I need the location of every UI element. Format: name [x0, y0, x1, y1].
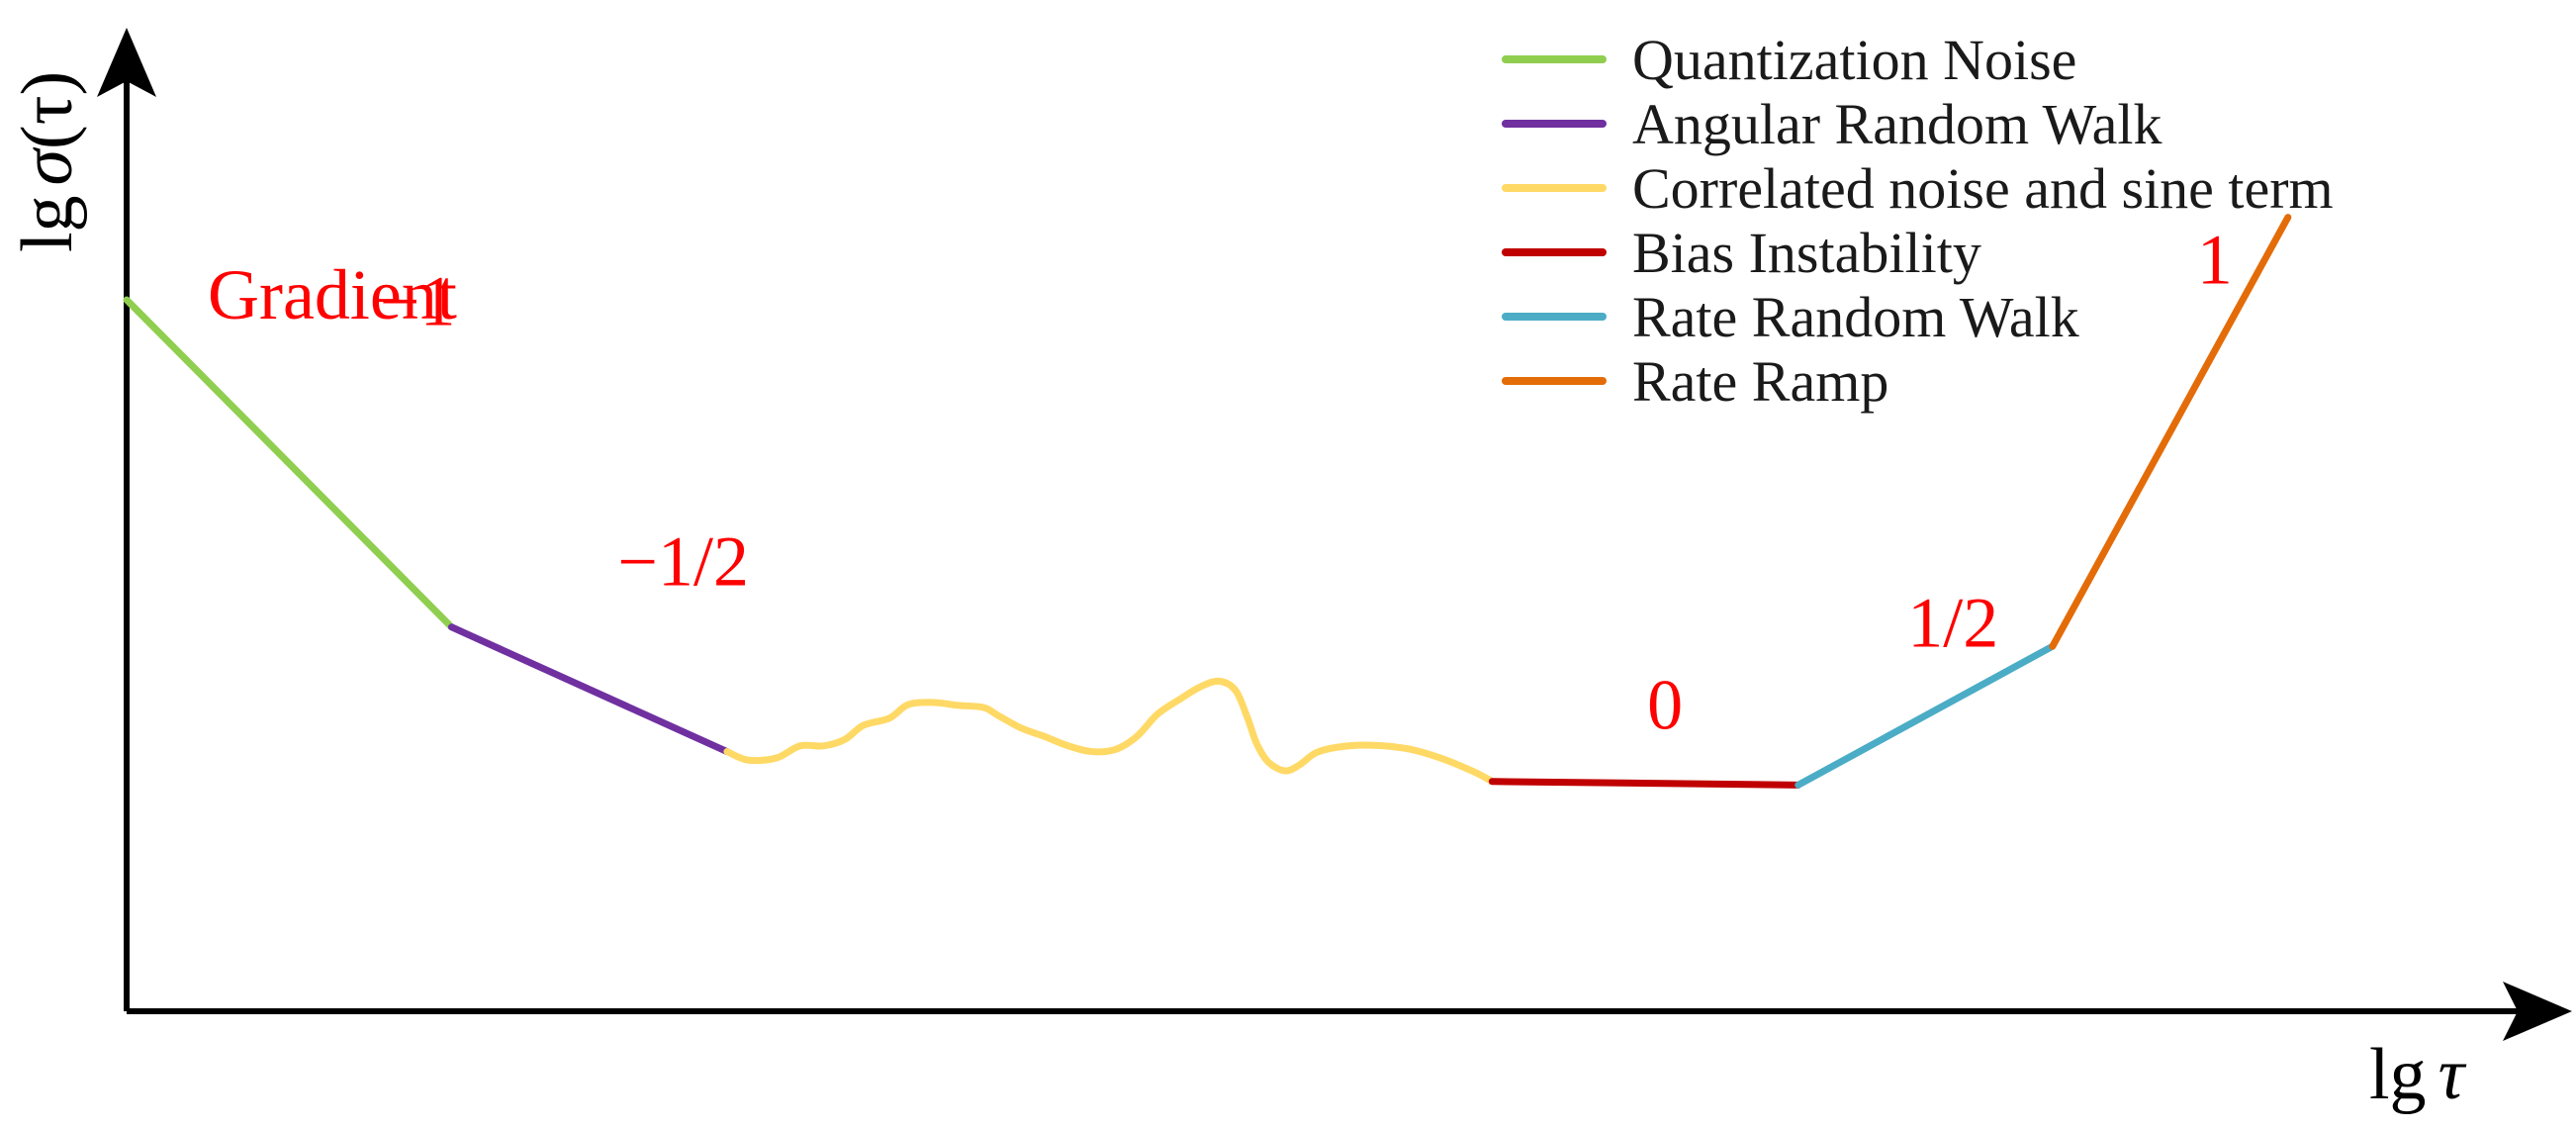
legend-label-rate-random-walk: Rate Random Walk — [1632, 285, 2079, 349]
slope-label-quantization-noise: −1 — [380, 261, 456, 340]
legend-label-bias-instability: Bias Instability — [1632, 221, 1981, 285]
y-axis-label-prefix: lg — [7, 195, 88, 252]
y-axis-label: lg σ(τ) — [7, 71, 88, 252]
y-axis-label-arg: (τ) — [7, 71, 88, 149]
series-line-angular-random-walk — [447, 623, 731, 756]
y-axis-arrow — [97, 28, 156, 97]
legend-item-quantization-noise: Quantization Noise — [1502, 28, 2076, 92]
legend-label-rate-ramp: Rate Ramp — [1632, 349, 1888, 414]
series-line-bias-instability — [1488, 778, 1802, 789]
x-axis-arrow — [2503, 982, 2572, 1041]
x-axis-label-prefix: lg — [2369, 1034, 2427, 1115]
slope-label-layer: −1 −1/2 0 1/2 1 — [380, 220, 2233, 744]
series-line-quantization-noise — [123, 296, 455, 631]
legend-item-bias-instability: Bias Instability — [1502, 221, 1981, 285]
legend-label-quantization-noise: Quantization Noise — [1632, 28, 2076, 92]
slope-label-rate-ramp: 1 — [2197, 220, 2233, 299]
gradient-heading: Gradient — [208, 255, 457, 334]
legend-item-angular-random-walk: Angular Random Walk — [1502, 92, 2162, 156]
slope-label-rate-random-walk: 1/2 — [1907, 583, 1998, 662]
series-line-rate-random-walk — [1794, 642, 2057, 789]
x-axis-label-symbol: τ — [2438, 1034, 2467, 1115]
slope-label-angular-random-walk: −1/2 — [617, 522, 749, 602]
axes — [97, 28, 2572, 1041]
series-line-correlated-noise-and-sine-term — [723, 677, 1496, 786]
series-layer — [123, 214, 2292, 789]
legend-item-rate-ramp: Rate Ramp — [1502, 349, 1888, 414]
series-line-rate-ramp — [2049, 214, 2292, 650]
legend-item-correlated-noise-and-sine-term: Correlated noise and sine term — [1502, 156, 2334, 221]
y-axis-label-symbol: σ — [7, 146, 88, 185]
slope-label-bias-instability: 0 — [1647, 666, 1683, 745]
legend-label-correlated-noise-and-sine-term: Correlated noise and sine term — [1632, 156, 2334, 221]
legend-label-angular-random-walk: Angular Random Walk — [1632, 92, 2162, 156]
x-axis-label: lg τ — [2369, 1034, 2467, 1115]
legend-item-rate-random-walk: Rate Random Walk — [1502, 285, 2079, 349]
